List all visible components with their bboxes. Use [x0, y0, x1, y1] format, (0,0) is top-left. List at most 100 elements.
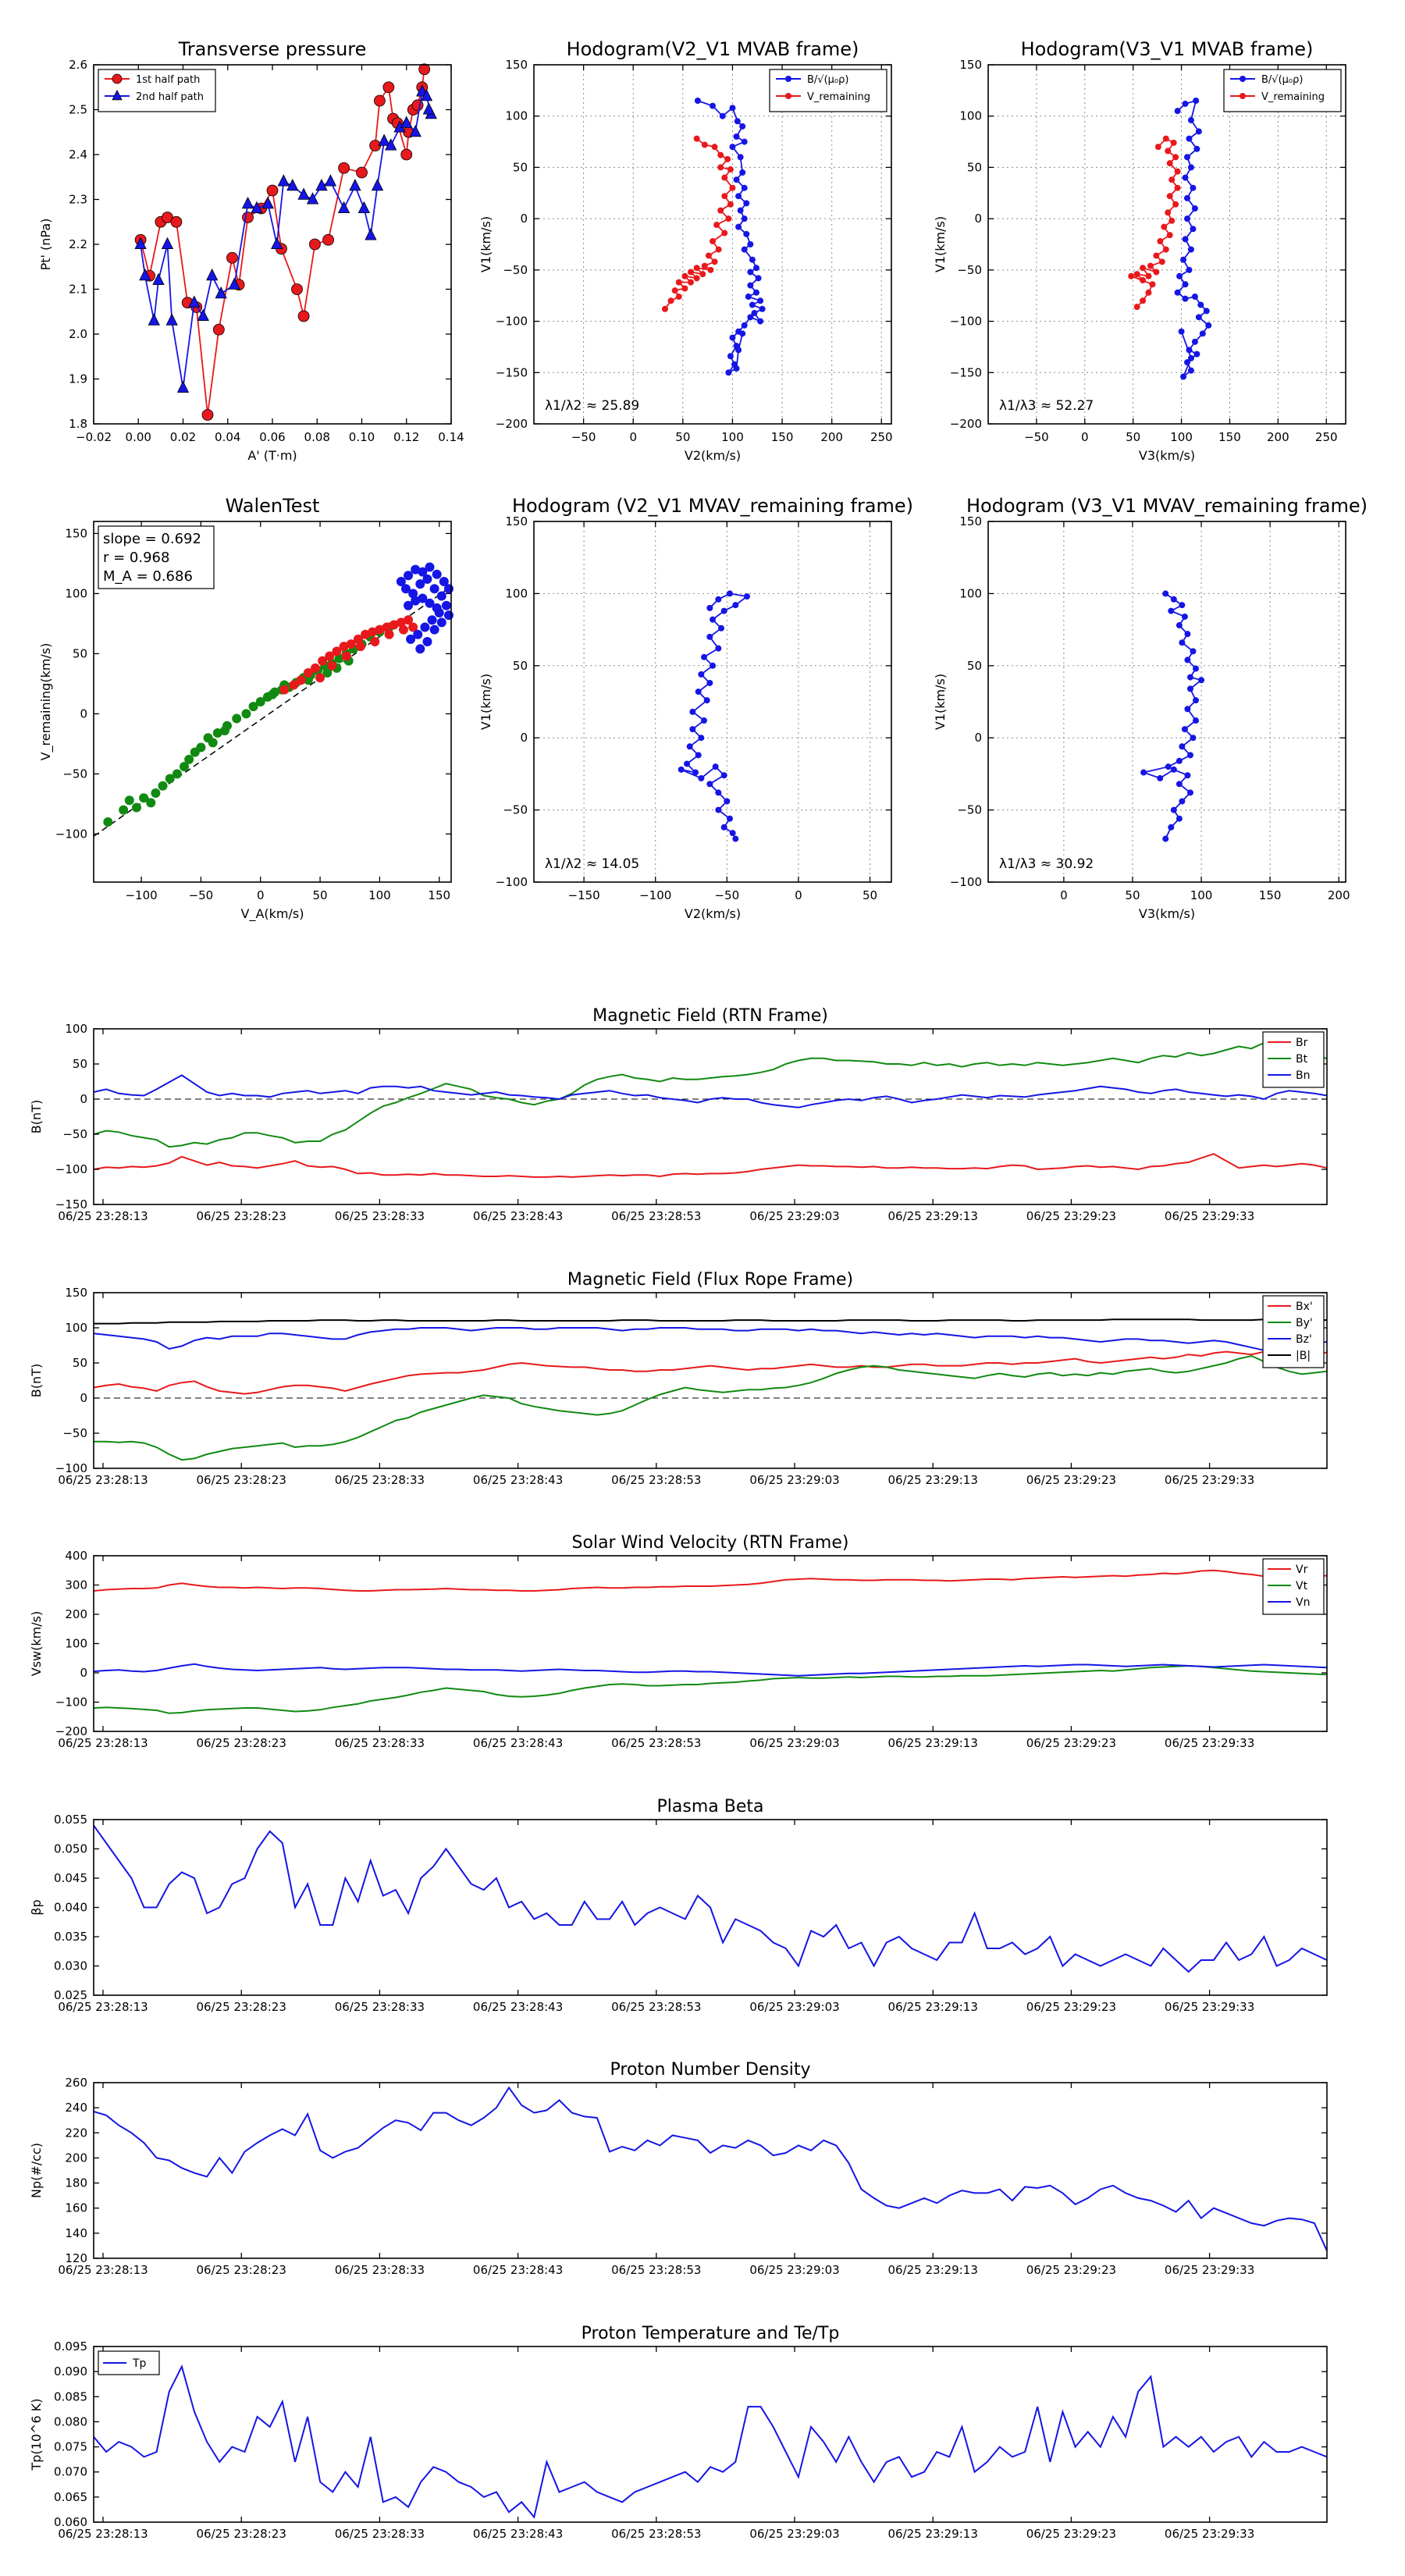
- y-tick-label: −200: [950, 417, 982, 431]
- series-line-b: [94, 1318, 1327, 1325]
- x-tick-label: 06/25 23:28:43: [473, 1473, 563, 1487]
- data-point: [729, 184, 736, 191]
- data-point: [684, 760, 691, 767]
- x-tick-label: −50: [714, 888, 739, 902]
- data-point: [717, 164, 724, 171]
- legend-label: Bx': [1296, 1300, 1313, 1313]
- data-point: [747, 314, 754, 321]
- data-point: [727, 353, 734, 360]
- series-v-remaining: [661, 135, 736, 312]
- data-point: [201, 409, 214, 421]
- legend-label: V_remaining: [807, 91, 870, 103]
- data-point: [400, 584, 411, 594]
- plot-frame: [987, 64, 1346, 425]
- legend-box: [1262, 1558, 1325, 1615]
- data-point: [439, 577, 449, 586]
- data-point: [368, 627, 378, 637]
- data-point: [1193, 145, 1200, 152]
- data-point: [695, 688, 702, 696]
- data-point: [418, 567, 428, 577]
- legend-label: Bz': [1296, 1333, 1312, 1346]
- series-1st-half-path: [134, 63, 431, 421]
- y-tick-label: 400: [65, 1549, 87, 1563]
- data-point: [712, 763, 719, 770]
- plot-frame: [93, 2346, 1328, 2523]
- data-point: [720, 607, 727, 614]
- x-tick-label: 06/25 23:29:13: [888, 2527, 978, 2541]
- panel-mag-fluxrope: 06/25 23:28:13 06/25 23:28:23 06/25 23:28:…: [29, 1270, 1328, 1487]
- panel-title: Magnetic Field (RTN Frame): [592, 1006, 828, 1026]
- data-point: [675, 279, 682, 286]
- data-point: [112, 89, 123, 101]
- data-point: [710, 102, 716, 109]
- y-tick-label: 0: [974, 212, 982, 226]
- data-point: [727, 201, 734, 208]
- data-point: [1168, 176, 1176, 183]
- x-tick-label: 06/25 23:28:13: [58, 2527, 148, 2541]
- data-point: [341, 651, 351, 661]
- y-tick-label: 180: [65, 2176, 87, 2190]
- data-point: [1145, 289, 1152, 296]
- legend-label: Vr: [1296, 1564, 1308, 1576]
- series-line-vr: [93, 1569, 1328, 1592]
- y-tick-label: 150: [959, 58, 982, 72]
- y-axis-label: Pt' (nPa): [38, 219, 53, 271]
- data-point: [251, 201, 263, 214]
- series-line-bt: [93, 1041, 1328, 1148]
- data-point: [724, 155, 731, 162]
- x-tick-label: 50: [313, 888, 328, 902]
- legend-label: B/√(μ₀ρ): [1261, 74, 1303, 86]
- data-point: [408, 589, 418, 599]
- y-tick-label: 100: [65, 1637, 87, 1651]
- chart-title: Hodogram (V3_V1 MVAV_remaining frame): [966, 495, 1368, 517]
- data-point: [289, 680, 299, 690]
- y-tick-label: −150: [55, 1197, 87, 1212]
- data-point: [1176, 781, 1183, 788]
- series-blue: [396, 562, 454, 654]
- data-point: [248, 702, 258, 712]
- series-2nd-half-path: [134, 84, 437, 393]
- data-point: [1176, 622, 1183, 629]
- data-point: [1162, 135, 1169, 142]
- stats-box: [98, 525, 215, 589]
- y-tick-label: 50: [513, 659, 528, 673]
- data-point: [378, 133, 390, 146]
- data-point: [675, 294, 682, 301]
- x-axis-label: V2(km/s): [685, 448, 741, 463]
- data-point: [268, 689, 277, 699]
- data-point: [732, 835, 739, 842]
- data-point: [1186, 266, 1193, 273]
- plot-frame: [93, 64, 452, 425]
- data-point: [749, 301, 756, 308]
- x-tick-label: 100: [368, 888, 391, 902]
- legend-label: By': [1296, 1317, 1313, 1329]
- data-point: [148, 313, 160, 326]
- data-point: [1187, 367, 1194, 374]
- data-point: [1181, 613, 1188, 620]
- data-point: [693, 135, 700, 142]
- series-line-bz: [93, 1327, 1328, 1351]
- y-tick-label: 50: [967, 160, 982, 174]
- data-point: [315, 178, 328, 191]
- data-point: [1170, 596, 1177, 603]
- y-tick-label: 150: [65, 526, 87, 540]
- data-point: [241, 709, 251, 719]
- data-point: [1174, 108, 1181, 115]
- data-point: [371, 178, 384, 191]
- x-tick-label: 06/25 23:28:43: [473, 1209, 563, 1223]
- data-point: [1176, 272, 1183, 279]
- data-point: [1147, 262, 1154, 269]
- series-b-sqrt-mu0-rho-: [694, 98, 766, 376]
- data-point: [701, 141, 708, 148]
- data-point: [420, 88, 433, 101]
- data-point: [1186, 135, 1193, 142]
- y-tick-label: 0: [520, 731, 528, 745]
- data-point: [400, 148, 413, 161]
- data-point: [693, 265, 700, 272]
- data-point: [303, 668, 313, 678]
- y-tick-label: 240: [65, 2101, 87, 2115]
- data-point: [720, 772, 727, 779]
- y-tick-label: −50: [62, 1426, 87, 1440]
- data-point: [710, 662, 716, 669]
